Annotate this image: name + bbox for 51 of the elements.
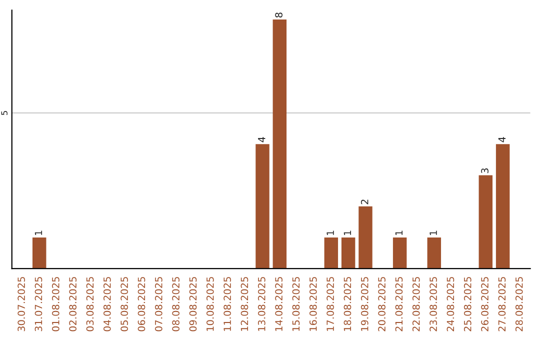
bar [256, 144, 270, 269]
x-tick-label: 21.08.2025 [395, 277, 403, 332]
bar [324, 237, 338, 269]
x-tick-label: 14.08.2025 [275, 277, 282, 331]
x-tick-label: 01.08.2025 [52, 277, 60, 332]
data-label: 1 [395, 230, 403, 236]
x-tick-label: 24.08.2025 [446, 277, 454, 332]
data-label: 8 [275, 12, 282, 18]
bar [392, 237, 407, 269]
y-tick-label: 5 [1, 111, 8, 115]
x-tick-label: 26.08.2025 [481, 277, 488, 332]
x-tick-label: 22.08.2025 [412, 277, 420, 332]
bar [427, 237, 442, 269]
data-label: 3 [481, 168, 488, 174]
x-tick-label: 05.08.2025 [120, 277, 128, 332]
x-tick-label: 16.08.2025 [309, 277, 317, 331]
data-label: 1 [326, 230, 334, 236]
data-label: 4 [258, 137, 266, 142]
data-label: 1 [34, 230, 42, 236]
data-label: 1 [344, 230, 352, 236]
data-label: 2 [360, 200, 368, 204]
data-label: 4 [498, 137, 506, 142]
x-tick-label: 28.08.2025 [515, 277, 523, 332]
x-tick-label: 12.08.2025 [240, 277, 248, 331]
x-tick-label: 06.08.2025 [138, 277, 146, 332]
x-tick-label: 18.08.2025 [344, 277, 352, 331]
data-label: 1 [430, 230, 437, 236]
x-tick-label: 02.08.2025 [69, 277, 76, 332]
x-tick-label: 11.08.2025 [224, 277, 231, 331]
bar [496, 144, 510, 269]
x-tick-label: 19.08.2025 [360, 277, 368, 331]
bar [478, 175, 493, 269]
x-tick-label: 31.07.2025 [34, 277, 42, 332]
x-tick-label: 30.07.2025 [18, 277, 25, 332]
x-tick-label: 09.08.2025 [189, 277, 197, 332]
x-tick-label: 04.08.2025 [103, 277, 111, 332]
bar [32, 237, 46, 269]
x-tick-label: 15.08.2025 [292, 277, 300, 331]
x-tick-label: 13.08.2025 [258, 277, 266, 331]
x-tick-label: 07.08.2025 [154, 277, 162, 332]
bar [358, 206, 372, 269]
bar [341, 237, 356, 269]
x-tick-label: 17.08.2025 [326, 277, 334, 331]
x-tick-label: 08.08.2025 [172, 277, 180, 332]
x-tick-label: 10.08.2025 [206, 277, 214, 331]
x-tick-label: 25.08.2025 [464, 277, 472, 332]
x-tick-label: 27.08.2025 [498, 277, 506, 332]
bar [272, 20, 287, 269]
x-tick-label: 23.08.2025 [430, 277, 437, 332]
x-tick-label: 03.08.2025 [86, 277, 94, 332]
x-tick-label: 20.08.2025 [378, 277, 386, 332]
